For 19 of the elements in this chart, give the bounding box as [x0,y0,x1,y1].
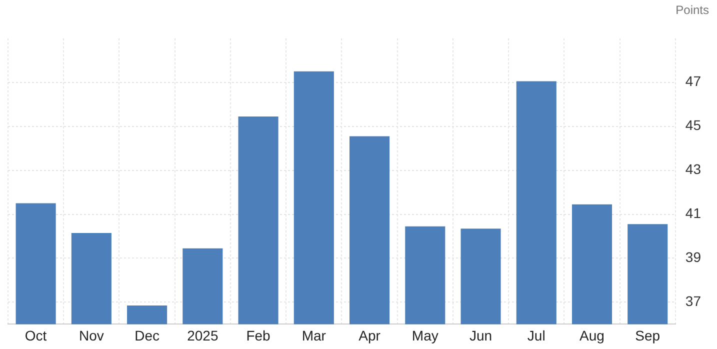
y-tick-label: 39 [685,249,702,266]
x-tick-label: Apr [358,327,381,344]
x-tick-label: Mar [302,327,326,344]
y-tick-label: 37 [685,293,702,310]
x-tick-label: 2025 [187,327,218,344]
x-tick-label: Aug [580,327,604,344]
y-tick-label: 41 [685,205,702,222]
x-tick-label: Nov [78,327,104,344]
x-tick-label: Sep [635,327,660,344]
x-tick-label: Dec [134,327,160,344]
x-tick-label: Jun [469,327,492,344]
x-tick-label: Jul [527,327,546,344]
x-tick-label: Oct [24,327,47,344]
x-tick-label: Feb [246,327,271,344]
y-tick-label: 43 [685,161,702,178]
y-tick-label: 45 [685,117,702,134]
y-axis-title: Points [676,3,709,17]
x-tick-label: May [412,327,438,344]
y-tick-label: 47 [685,73,702,90]
